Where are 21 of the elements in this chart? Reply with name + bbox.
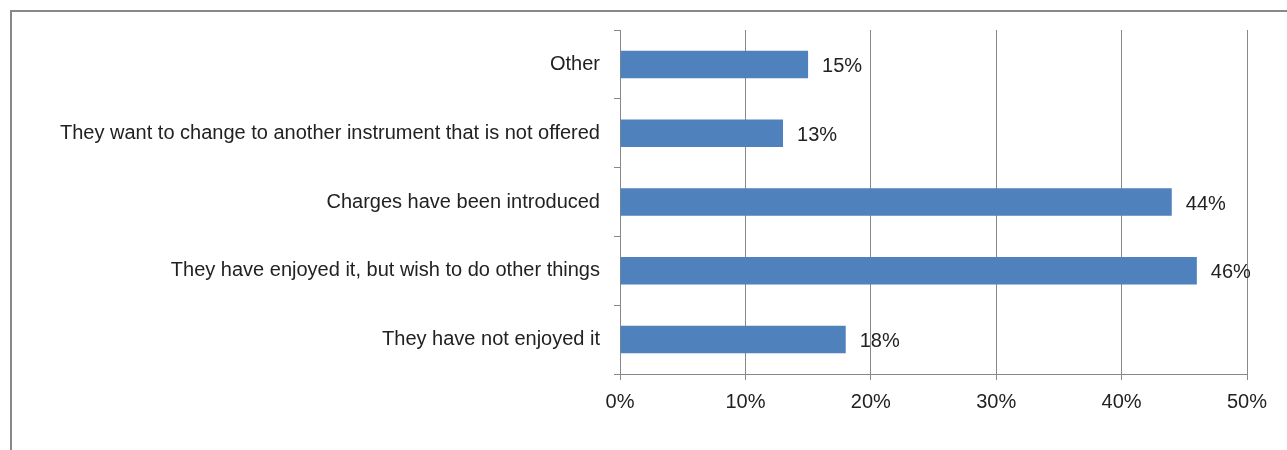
data-label: 44% — [1185, 191, 1227, 214]
data-label: 18% — [859, 329, 900, 352]
data-label: 46% — [1210, 260, 1252, 283]
x-tick-label: 10% — [725, 389, 766, 412]
x-tick-label: 40% — [1101, 389, 1142, 412]
data-label: 13% — [797, 122, 838, 145]
data-label: 15% — [822, 53, 863, 76]
bar — [620, 50, 809, 79]
y-tick-label: They have enjoyed it, but wish to do other things — [170, 258, 600, 281]
bar — [620, 325, 846, 354]
y-tick-label: They have not enjoyed it — [382, 327, 601, 350]
x-tick-label: 20% — [850, 389, 892, 412]
bar — [620, 257, 1197, 285]
x-tick-label: 50% — [1226, 389, 1268, 412]
x-tick-label: 30% — [976, 389, 1017, 412]
y-tick-label: Other — [549, 51, 601, 74]
y-tick-label: Charges have been introduced — [326, 189, 600, 212]
x-tick-label: 0% — [605, 389, 635, 412]
bar — [620, 188, 1172, 216]
y-tick-label: They want to change to another instrument that is not offered — [60, 120, 600, 143]
bar — [620, 119, 784, 147]
